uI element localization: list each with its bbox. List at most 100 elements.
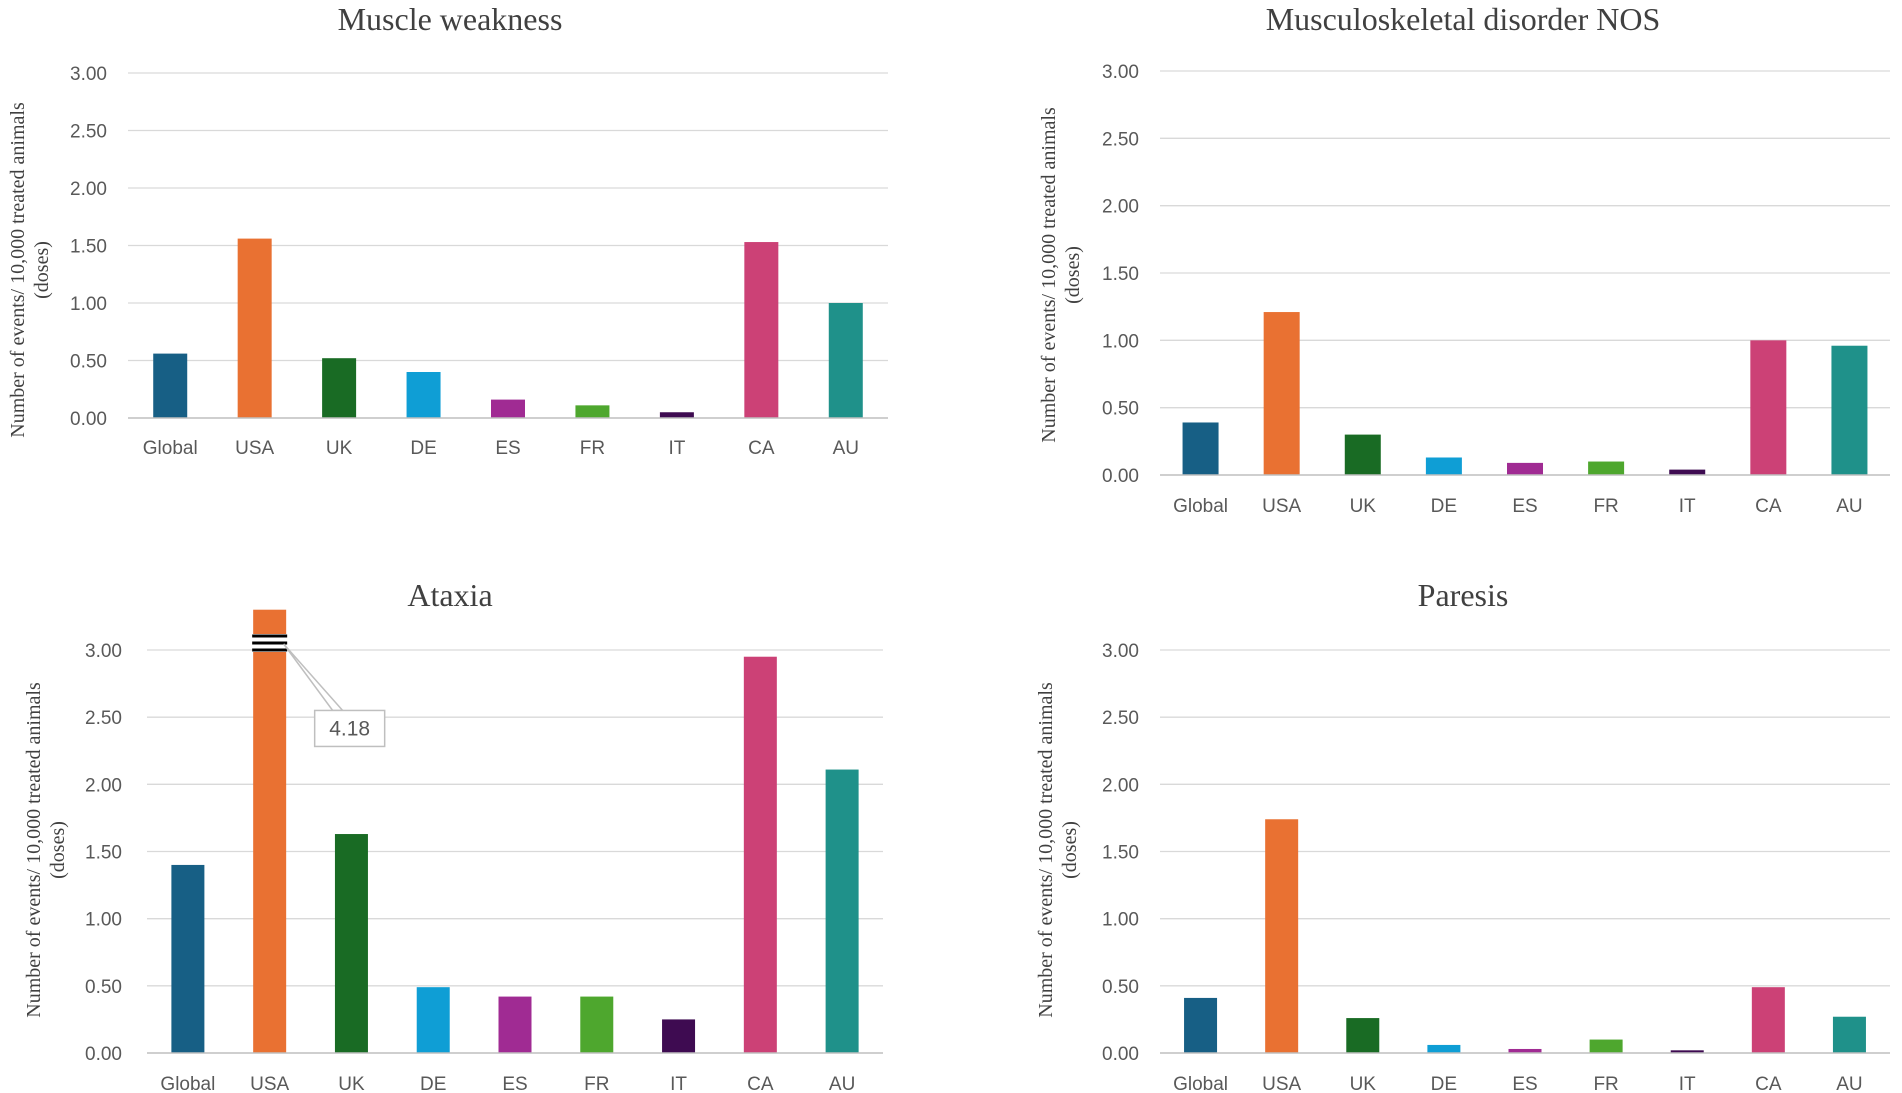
y-tick-label: 2.00 [1102,775,1139,796]
bar-de [1425,457,1462,475]
chart-title: Musculoskeletal disorder NOS [1266,1,1661,37]
y-axis-label: Number of events/ 10,000 treated animals… [23,682,69,1018]
bar-de [406,372,441,418]
x-tick-label: UK [1350,1074,1377,1093]
bar-fr [1589,1039,1623,1053]
bar-global [171,864,205,1053]
y-tick-label: 3.00 [1102,62,1139,83]
bar-au [825,769,859,1053]
callout-box [313,709,386,748]
chart-panel-2: Musculoskeletal disorder NOS 0.00 0.50 1.00… [1038,1,1890,517]
x-tick-label: ES [1512,1074,1537,1093]
x-tick-label: DE [420,1074,446,1093]
bar-au [828,303,863,418]
x-tick-label: CA [1755,1074,1782,1093]
y-tick-label: 2.00 [1102,197,1139,218]
x-tick-label: IT [1679,496,1696,517]
bar-de [416,987,450,1053]
bar-it [659,412,694,418]
x-tick-label: UK [338,1074,365,1093]
x-tick-label: DE [1431,496,1457,517]
bar-es [498,996,532,1053]
bar-uk [1344,434,1381,475]
x-tick-label: IT [668,438,685,459]
y-tick-label: 1.50 [1102,264,1139,285]
x-tick-label: ES [495,438,520,459]
y-tick-label: 3.00 [70,64,107,85]
bar-fr [580,996,614,1053]
y-tick-label: 0.50 [85,977,122,998]
x-tick-label: CA [747,1074,774,1093]
y-tick-label: 2.50 [1102,129,1139,150]
x-tick-label: USA [250,1074,289,1093]
bar-global [153,353,188,418]
y-tick-label: 0.50 [1102,399,1139,420]
y-tick-label: 0.50 [1102,977,1139,998]
y-tick-label: 1.50 [70,237,107,258]
y-tick-label: 3.00 [1102,641,1139,662]
y-tick-label: 2.00 [70,179,107,200]
bar-usa [253,609,287,1053]
x-tick-label: USA [235,438,274,459]
x-tick-label: UK [326,438,353,459]
bar-es [491,399,525,418]
bar-fr [1588,461,1625,475]
x-tick-label: AU [1836,1074,1862,1093]
chart-title: Muscle weakness [338,1,563,37]
x-tick-label: DE [410,438,436,459]
chart-panel-4: Paresis 0.00 0.50 1.00 1.50 2.00 2.50 3.00 Numbe… [1035,577,1890,1093]
y-tick-label: 0.00 [1102,466,1139,487]
chart-panel-1: Muscle weakness 0.00 0.50 1.00 1.50 2.00 2.50 3… [7,1,888,459]
bar-global [1184,997,1218,1053]
x-tick-label: AU [833,438,859,459]
x-tick-label: Global [160,1074,215,1093]
x-tick-label: AU [1836,496,1862,517]
bar-uk [334,834,368,1053]
bar-au [1832,1016,1866,1053]
bar-global [1182,422,1219,475]
x-tick-label: CA [748,438,775,459]
bar-es [1507,462,1543,475]
bar-it [1669,469,1706,475]
bar-es [1508,1048,1542,1053]
y-tick-label: 0.50 [70,352,107,373]
x-tick-label: UK [1350,496,1377,517]
y-tick-label: 0.00 [1102,1044,1139,1065]
x-tick-label: IT [1679,1074,1696,1093]
bar-fr [575,405,610,418]
bar-ca [1750,340,1787,475]
y-tick-label: 1.50 [85,843,122,864]
bar-au [1831,345,1868,475]
y-tick-label: 2.50 [1102,708,1139,729]
y-tick-label: 2.00 [85,775,122,796]
x-tick-label: IT [670,1074,687,1093]
bar-usa [237,238,272,418]
y-tick-label: 2.50 [70,122,107,143]
y-tick-label: 2.50 [85,708,122,729]
bar-uk [1346,1018,1380,1053]
x-tick-label: FR [1593,496,1618,517]
bar-it [1670,1050,1704,1053]
x-tick-label: USA [1262,496,1301,517]
y-tick-label: 0.00 [70,409,107,430]
chart-title: Paresis [1418,577,1509,613]
x-tick-label: USA [1262,1074,1301,1093]
data-label: 4.18 [329,717,370,740]
x-tick-label: DE [1431,1074,1457,1093]
x-tick-label: Global [1173,1074,1228,1093]
y-tick-label: 3.00 [85,641,122,662]
y-axis-label: Number of events/ 10,000 treated animals… [1038,107,1084,443]
bar-uk [322,358,357,418]
chart-panel-3: Ataxia 0.00 0.50 1.00 1.50 2.00 2.50 3.00 Number… [23,577,883,1093]
y-tick-label: 1.00 [1102,910,1139,931]
chart-title: Ataxia [407,577,492,613]
y-axis-label: Number of events/ 10,000 treated animals… [1035,682,1081,1018]
y-tick-label: 1.00 [1102,331,1139,352]
y-axis-label: Number of events/ 10,000 treated animals… [7,102,53,438]
callout-pointer [283,643,345,712]
bar-it [662,1019,696,1053]
bar-ca [744,242,779,418]
bar-usa [1263,312,1300,475]
x-tick-label: FR [580,438,605,459]
